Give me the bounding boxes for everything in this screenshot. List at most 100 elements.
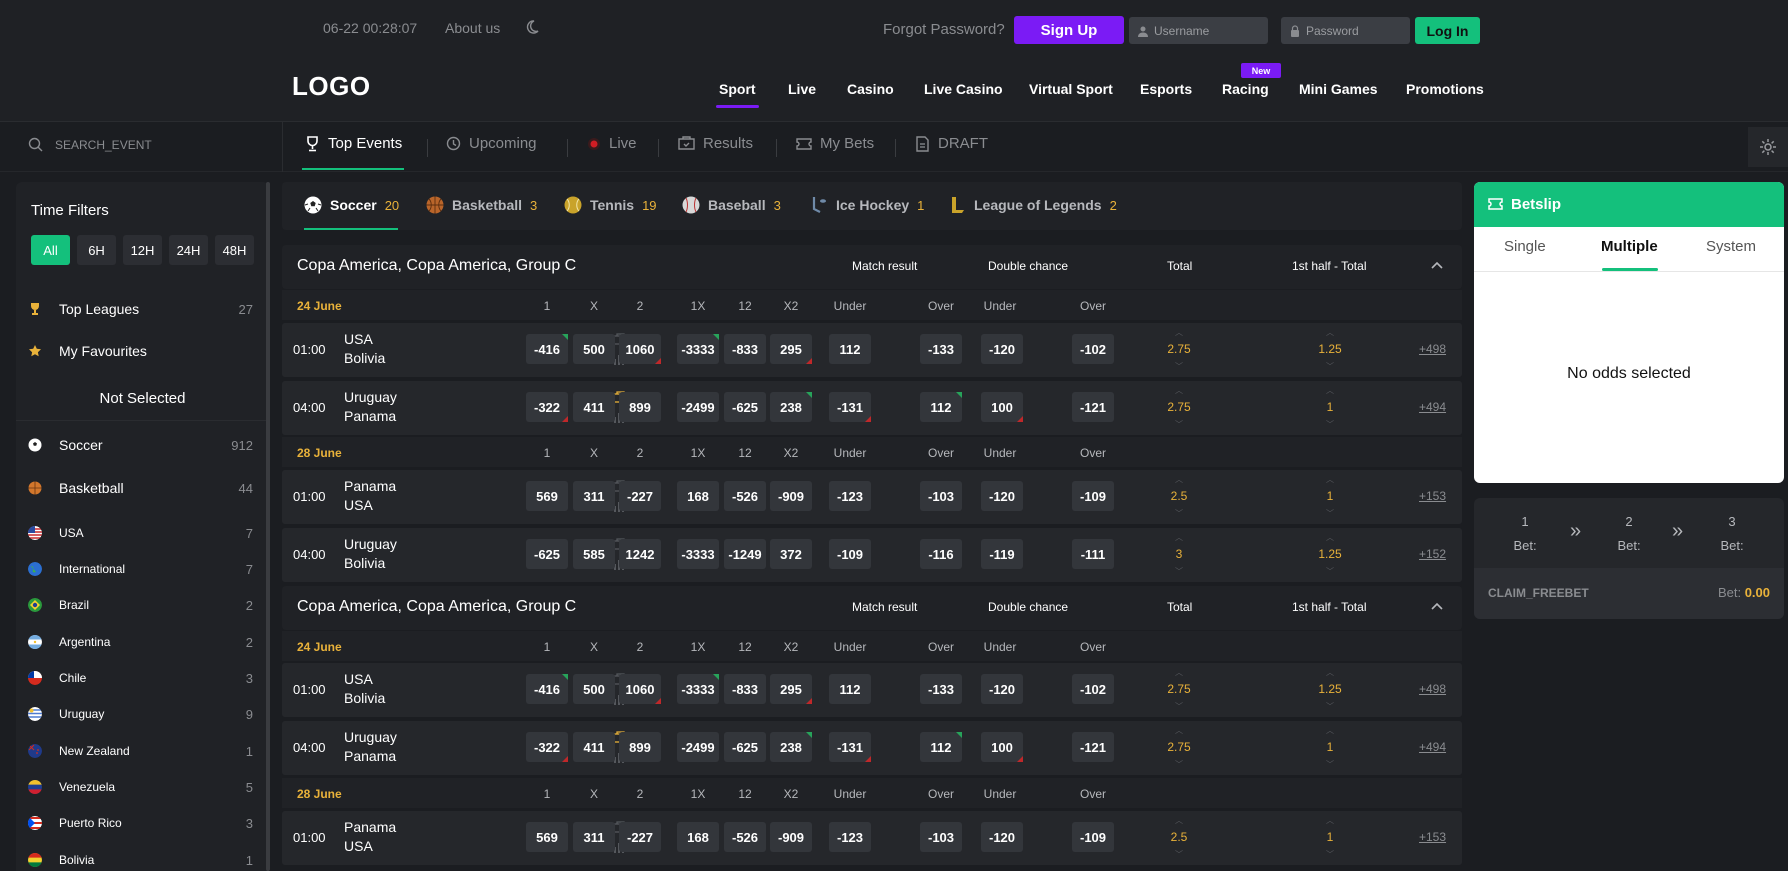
odds-button[interactable]: -625: [526, 539, 568, 569]
odds-button[interactable]: 295: [770, 674, 812, 704]
tab-my-bets[interactable]: My Bets: [796, 135, 874, 152]
odds-button[interactable]: -322: [526, 732, 568, 762]
claim-freebet-button[interactable]: CLAIM_FREEBET: [1488, 586, 1589, 600]
odds-button[interactable]: 100: [981, 732, 1023, 762]
sidebar-item-favourites[interactable]: My Favourites: [16, 336, 269, 366]
odds-button[interactable]: -120: [981, 481, 1023, 511]
odds-button[interactable]: -909: [770, 481, 812, 511]
odds-button[interactable]: -322: [526, 392, 568, 422]
more-markets-link[interactable]: +498: [1419, 342, 1447, 356]
tab-top-events[interactable]: Top Events: [305, 135, 402, 152]
logo[interactable]: LOGO: [292, 71, 371, 101]
odds-button[interactable]: 569: [526, 481, 568, 511]
nav-live-casino[interactable]: Live Casino: [924, 81, 1003, 97]
odds-button[interactable]: 1060: [619, 674, 661, 704]
betslip-tab-system[interactable]: System: [1706, 238, 1757, 255]
odds-button[interactable]: -416: [526, 334, 568, 364]
sidebar-item-soccer[interactable]: Soccer 912: [16, 428, 269, 462]
chevron-down-icon[interactable]: ﹀: [1175, 362, 1183, 371]
odds-button[interactable]: -116: [920, 539, 962, 569]
odds-button[interactable]: 311: [573, 481, 615, 511]
odds-button[interactable]: 112: [829, 334, 871, 364]
odds-button[interactable]: -133: [920, 334, 962, 364]
sport-tab-ice-hockey[interactable]: Ice Hockey 1: [810, 196, 924, 214]
match-row[interactable]: 01:00 USA Bolivia -416 500 1060 -3333 -833 295 11…: [282, 323, 1462, 377]
odds-button[interactable]: 238: [770, 392, 812, 422]
match-row[interactable]: 01:00 Panama USA 569 311 -227 168 -526 -909 -123 -…: [282, 470, 1462, 524]
sidebar-item-venezuela[interactable]: Venezuela 5: [16, 772, 269, 802]
about-us-link[interactable]: About us: [445, 20, 501, 36]
odds-button[interactable]: -123: [829, 481, 871, 511]
odds-button[interactable]: 585: [573, 539, 615, 569]
chevron-up-icon[interactable]: ︿: [1175, 533, 1183, 542]
odds-button[interactable]: -109: [829, 539, 871, 569]
odds-button[interactable]: 311: [573, 822, 615, 852]
chevron-down-icon[interactable]: ﹀: [1175, 702, 1183, 711]
more-markets-link[interactable]: +498: [1419, 682, 1447, 696]
league-header[interactable]: Copa America, Copa America, Group C Match…: [282, 586, 1462, 630]
odds-button[interactable]: -416: [526, 674, 568, 704]
more-markets-link[interactable]: +152: [1419, 547, 1447, 561]
sidebar-item-chile[interactable]: Chile 3: [16, 663, 269, 693]
chevron-down-icon[interactable]: ﹀: [1175, 567, 1183, 576]
betslip-tab-multiple[interactable]: Multiple: [1601, 238, 1658, 255]
odds-button[interactable]: 112: [920, 732, 962, 762]
nav-esports[interactable]: Esports: [1140, 81, 1193, 97]
odds-button[interactable]: 500: [573, 674, 615, 704]
odds-button[interactable]: 238: [770, 732, 812, 762]
odds-button[interactable]: 1060: [619, 334, 661, 364]
odds-button[interactable]: -120: [981, 822, 1023, 852]
chevron-down-icon[interactable]: ﹀: [1175, 760, 1183, 769]
odds-button[interactable]: 899: [619, 392, 661, 422]
tab-draft[interactable]: DRAFT: [915, 135, 988, 152]
sidebar-item-new-zealand[interactable]: New Zealand 1: [16, 736, 269, 766]
odds-button[interactable]: 372: [770, 539, 812, 569]
sidebar-item-top-leagues[interactable]: Top Leagues 27: [16, 294, 269, 324]
odds-button[interactable]: -121: [1072, 732, 1114, 762]
odds-button[interactable]: 112: [920, 392, 962, 422]
odds-button[interactable]: -526: [724, 481, 766, 511]
chevron-down-icon[interactable]: ﹀: [1326, 702, 1334, 711]
settings-button[interactable]: [1748, 127, 1788, 167]
odds-button[interactable]: -3333: [677, 539, 719, 569]
sidebar-item-international[interactable]: International 7: [16, 554, 269, 584]
sign-up-button[interactable]: Sign Up: [1014, 16, 1124, 44]
nav-casino[interactable]: Casino: [847, 81, 894, 97]
betslip-tab-single[interactable]: Single: [1504, 238, 1546, 255]
sidebar-item-basketball[interactable]: Basketball 44: [16, 471, 269, 505]
odds-button[interactable]: 100: [981, 392, 1023, 422]
sport-tab-tennis[interactable]: Tennis 19: [564, 196, 657, 214]
tab-live[interactable]: Live: [587, 135, 637, 152]
time-filter-12h[interactable]: 12H: [123, 235, 162, 265]
forgot-password-link[interactable]: Forgot Password?: [883, 21, 1005, 38]
odds-button[interactable]: 168: [677, 481, 719, 511]
time-filter-all[interactable]: All: [31, 235, 70, 265]
odds-button[interactable]: -119: [981, 539, 1023, 569]
odds-button[interactable]: -131: [829, 392, 871, 422]
sport-tab-league-of-legends[interactable]: League of Legends 2: [950, 196, 1117, 214]
chevron-up-icon[interactable]: ︿: [1175, 475, 1183, 484]
more-markets-link[interactable]: +153: [1419, 830, 1447, 844]
odds-button[interactable]: -121: [1072, 392, 1114, 422]
chevron-down-icon[interactable]: ﹀: [1326, 760, 1334, 769]
chevron-up-icon[interactable]: ︿: [1326, 386, 1334, 395]
chevron-up-icon[interactable]: ︿: [1326, 533, 1334, 542]
odds-button[interactable]: -133: [920, 674, 962, 704]
odds-button[interactable]: 168: [677, 822, 719, 852]
tab-results[interactable]: Results: [678, 135, 753, 152]
moon-icon[interactable]: [524, 19, 540, 35]
chevron-down-icon[interactable]: ﹀: [1175, 509, 1183, 518]
odds-button[interactable]: -109: [1072, 481, 1114, 511]
chevron-down-icon[interactable]: ﹀: [1326, 420, 1334, 429]
tab-upcoming[interactable]: Upcoming: [446, 135, 537, 152]
nav-racing[interactable]: Racing: [1222, 81, 1269, 97]
odds-button[interactable]: -109: [1072, 822, 1114, 852]
chevron-up-icon[interactable]: ︿: [1175, 668, 1183, 677]
time-filter-6h[interactable]: 6H: [77, 235, 116, 265]
match-row[interactable]: 01:00 USA Bolivia -416 500 1060 -3333 -833 295 11…: [282, 663, 1462, 717]
chevron-up-icon[interactable]: ︿: [1326, 726, 1334, 735]
odds-button[interactable]: -227: [619, 481, 661, 511]
sport-tab-baseball[interactable]: Baseball 3: [682, 196, 781, 214]
nav-mini-games[interactable]: Mini Games: [1299, 81, 1378, 97]
odds-button[interactable]: -102: [1072, 334, 1114, 364]
